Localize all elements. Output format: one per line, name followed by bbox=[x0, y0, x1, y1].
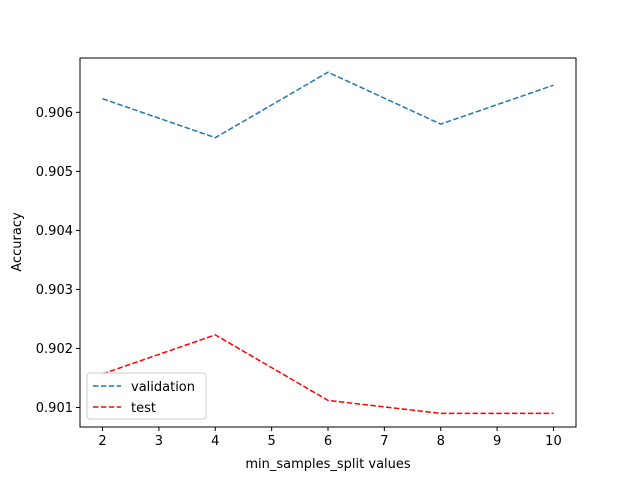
plot-frame bbox=[79, 57, 577, 428]
x-tick-label: 4 bbox=[211, 434, 219, 449]
series-line-validation bbox=[102, 71, 554, 139]
x-tick-label: 10 bbox=[545, 434, 562, 449]
x-tick-label: 2 bbox=[98, 434, 106, 449]
x-tick-label: 5 bbox=[267, 434, 275, 449]
y-tick-label: 0.906 bbox=[36, 106, 73, 121]
y-tick-label: 0.903 bbox=[36, 283, 73, 298]
y-tick-label: 0.902 bbox=[36, 342, 73, 357]
series-line-test bbox=[102, 334, 554, 415]
y-axis-label: Accuracy bbox=[10, 212, 25, 272]
y-axis: 0.901 0.902 0.903 0.904 0.905 0.906 bbox=[36, 106, 80, 416]
x-tick-label: 6 bbox=[324, 434, 332, 449]
y-tick-label: 0.901 bbox=[36, 401, 73, 416]
x-tick-label: 7 bbox=[380, 434, 388, 449]
x-axis: 2 3 4 5 6 7 8 9 10 bbox=[98, 427, 562, 449]
legend-label-test: test bbox=[131, 401, 156, 416]
x-tick-label: 8 bbox=[437, 434, 445, 449]
series-layer bbox=[102, 71, 554, 415]
x-tick-label: 9 bbox=[493, 434, 501, 449]
y-tick-label: 0.904 bbox=[36, 224, 73, 239]
legend-label-validation: validation bbox=[131, 380, 195, 395]
legend: validation test bbox=[86, 372, 207, 420]
y-tick-label: 0.905 bbox=[36, 165, 73, 180]
x-axis-label: min_samples_split values bbox=[245, 457, 411, 472]
x-tick-label: 3 bbox=[155, 434, 163, 449]
